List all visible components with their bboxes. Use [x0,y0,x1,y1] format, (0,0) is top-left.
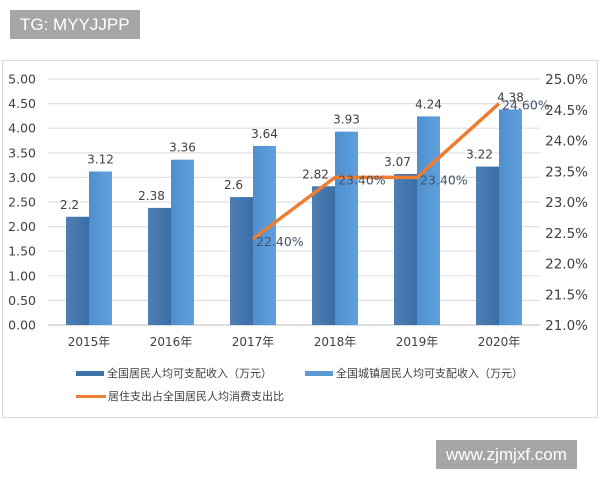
legend-swatch-orange-line [76,394,106,398]
bar-value-label: 4.38 [497,91,524,105]
bar-value-label: 4.24 [415,97,442,111]
bar-value-label: 2.2 [60,198,79,212]
bar-national [312,186,335,325]
right-axis-tick: 23.5% [545,164,588,180]
bar-series [66,109,522,325]
bar-value-label: 2.6 [224,178,243,192]
legend-label: 全国居民人均可支配收入（万元） [107,367,272,380]
bar-value-label: 3.93 [333,113,360,127]
left-axis-tick: 2.50 [8,195,36,210]
legend-item-series1: 全国居民人均可支配收入（万元） [76,365,272,381]
bar-national [230,197,253,325]
right-axis-tick: 22.0% [545,257,588,273]
bar-value-label: 3.12 [87,152,114,166]
left-axis-tick: 2.00 [8,219,36,234]
right-axis-tick: 22.5% [545,226,588,242]
x-axis-tick: 2015年 [68,335,111,349]
bar-value-label: 3.36 [169,141,196,155]
line-value-label: 23.40% [420,172,468,187]
line-data-labels: 22.40% 23.40% 23.40% 24.60% [256,98,550,249]
legend-item-series2: 全国城镇居民人均可支配收入（万元） [305,365,523,381]
legend-label: 居住支出占全国居民人均消费支出比 [108,390,284,403]
bar-urban [417,116,440,325]
x-axis-tick: 2016年 [150,335,193,349]
legend-swatch-light-blue [305,370,333,376]
right-axis-tick: 21.5% [545,287,588,303]
legend-item-series3: 居住支出占全国居民人均消费支出比 [76,388,284,404]
right-axis-labels: 21.0% 21.5% 22.0% 22.5% 23.0% 23.5% 24.0% 24.5%… [545,72,588,334]
bar-national [394,173,417,325]
bar-value-label: 3.64 [251,127,278,141]
bar-value-label: 2.82 [302,167,329,181]
bar-urban [171,159,194,325]
bar-national [476,166,499,325]
watermark-bottom: www.zjmjxf.com [436,440,577,469]
x-axis-tick: 2017年 [232,335,275,349]
line-value-label: 22.40% [256,234,304,249]
left-axis-tick: 4.50 [8,96,36,111]
bar-urban [335,131,358,325]
bar-national [148,207,171,325]
line-value-label: 23.40% [338,172,386,187]
left-axis-tick: 1.50 [8,244,36,259]
right-axis-tick: 21.0% [545,318,588,334]
left-axis-tick: 0.50 [8,293,36,308]
bar-value-label: 2.38 [138,189,165,203]
right-axis-tick: 23.0% [545,195,588,211]
left-axis-tick: 0.00 [8,318,36,333]
bar-national [66,216,89,325]
line-series [251,102,501,241]
line-value-label: 24.60% [502,98,550,113]
legend-label: 全国城镇居民人均可支配收入（万元） [336,367,523,380]
bar-urban [253,145,276,325]
bar-value-label: 3.07 [384,155,411,169]
right-axis-tick: 24.0% [545,134,588,150]
right-axis-tick: 25.0% [545,72,588,88]
left-axis-tick: 3.00 [8,170,36,185]
left-axis-tick: 5.00 [8,72,36,87]
x-axis-labels: 2015年 2016年 2017年 2018年 2019年 2020年 [68,335,521,349]
x-axis-tick: 2019年 [396,335,439,349]
x-axis-tick: 2020年 [478,335,521,349]
left-axis-labels: 0.00 0.50 1.00 1.50 2.00 2.50 3.00 3.50 4.00 4.50… [8,72,36,333]
line-housing-share [251,102,501,241]
left-axis-tick: 3.50 [8,145,36,160]
left-axis-tick: 1.00 [8,268,36,283]
bar-urban [89,171,112,325]
bar-data-labels: 2.2 2.38 2.6 2.82 3.07 3.22 3.12 3.36 3.64 3.93 4.… [60,91,524,212]
bar-value-label: 3.22 [466,148,493,162]
bar-urban [499,109,522,325]
right-axis-tick: 24.5% [545,103,588,119]
legend-swatch-dark-blue [76,370,104,376]
left-axis-tick: 4.00 [8,121,36,136]
watermark-top: TG: MYYJJPP [10,10,140,39]
x-axis-tick: 2018年 [314,335,357,349]
gridlines [48,78,540,326]
